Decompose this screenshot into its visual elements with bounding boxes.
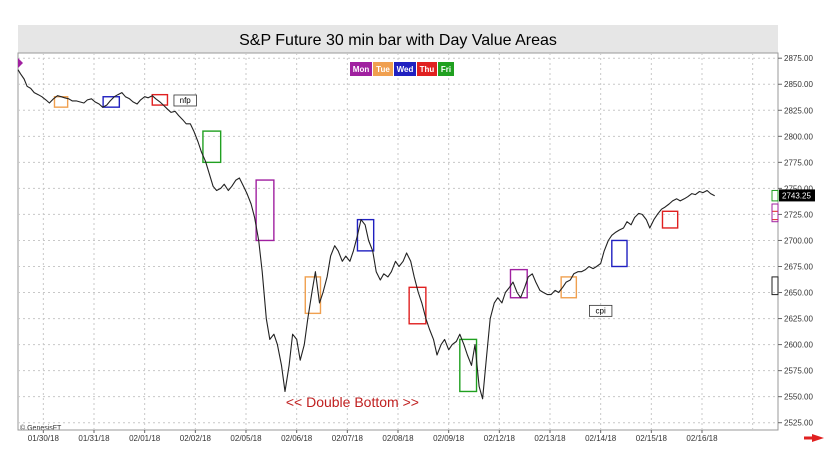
x-tick-label: 02/15/18 [636,434,668,443]
x-tick-label: 02/07/18 [332,434,364,443]
y-tick-label: 2725.00 [784,210,813,219]
y-tick-label: 2525.00 [784,419,813,428]
y-tick-label: 2650.00 [784,289,813,298]
value-area-edge-box [771,203,779,223]
y-tick-label: 2775.00 [784,158,813,167]
legend-swatch [373,62,393,76]
value-area-box [255,179,275,242]
x-tick-label: 02/01/18 [129,434,161,443]
value-area-edge-box [771,189,779,202]
value-area-box [102,96,121,108]
scroll-arrow-icon [812,434,824,442]
legend-label: Fri [441,65,451,74]
value-area-box [661,210,679,229]
last-price-marker [779,189,815,202]
event-label-box [589,304,613,317]
x-tick-label: 02/06/18 [281,434,313,443]
event-label: cpi [596,306,606,315]
legend-label: Wed [397,65,414,74]
x-tick-label: 02/05/18 [230,434,262,443]
x-tick-label: 02/02/18 [180,434,212,443]
y-tick-label: 2675.00 [784,262,813,271]
value-area-box [509,268,528,299]
legend-swatch [417,62,437,76]
value-area-box [611,239,628,268]
value-area-box [202,130,222,164]
event-label: nfp [180,96,192,105]
y-tick-label: 2625.00 [784,315,813,324]
x-tick-label: 02/14/18 [585,434,617,443]
value-area-edge-box [771,276,779,296]
x-tick-label: 02/16/18 [686,434,718,443]
chart-title: S&P Future 30 min bar with Day Value Are… [239,32,557,49]
credit-label: © GenesisFT [20,424,62,432]
legend-label: Mon [353,65,370,74]
legend-swatch [438,62,454,76]
x-tick-label: 01/30/18 [28,434,60,443]
series-start-marker [18,58,23,68]
legend-label: Thu [420,65,435,74]
legend-label: Tue [376,65,390,74]
value-area-box [560,276,578,299]
x-tick-label: 02/12/18 [484,434,516,443]
y-tick-label: 2875.00 [784,54,813,63]
last-price-label: 2743.25 [782,191,811,200]
double-bottom-annotation: << Double Bottom >> [286,394,419,410]
x-tick-label: 02/08/18 [382,434,414,443]
price-series-line [17,69,715,400]
event-label-box [173,94,197,107]
y-tick-label: 2575.00 [784,367,813,376]
y-tick-label: 2600.00 [784,341,813,350]
x-tick-label: 01/31/18 [78,434,110,443]
title-bar [18,25,778,53]
x-tick-label: 02/13/18 [534,434,566,443]
x-tick-label: 02/09/18 [433,434,465,443]
y-tick-label: 2800.00 [784,132,813,141]
value-area-box [304,276,322,315]
y-tick-label: 2700.00 [784,236,813,245]
y-tick-label: 2550.00 [784,393,813,402]
scroll-arrow-shaft [804,436,812,440]
y-tick-label: 2750.00 [784,184,813,193]
y-tick-label: 2825.00 [784,106,813,115]
legend-swatch [350,62,372,76]
value-area-box [151,93,169,106]
legend-swatch [394,62,416,76]
y-tick-label: 2850.00 [784,80,813,89]
